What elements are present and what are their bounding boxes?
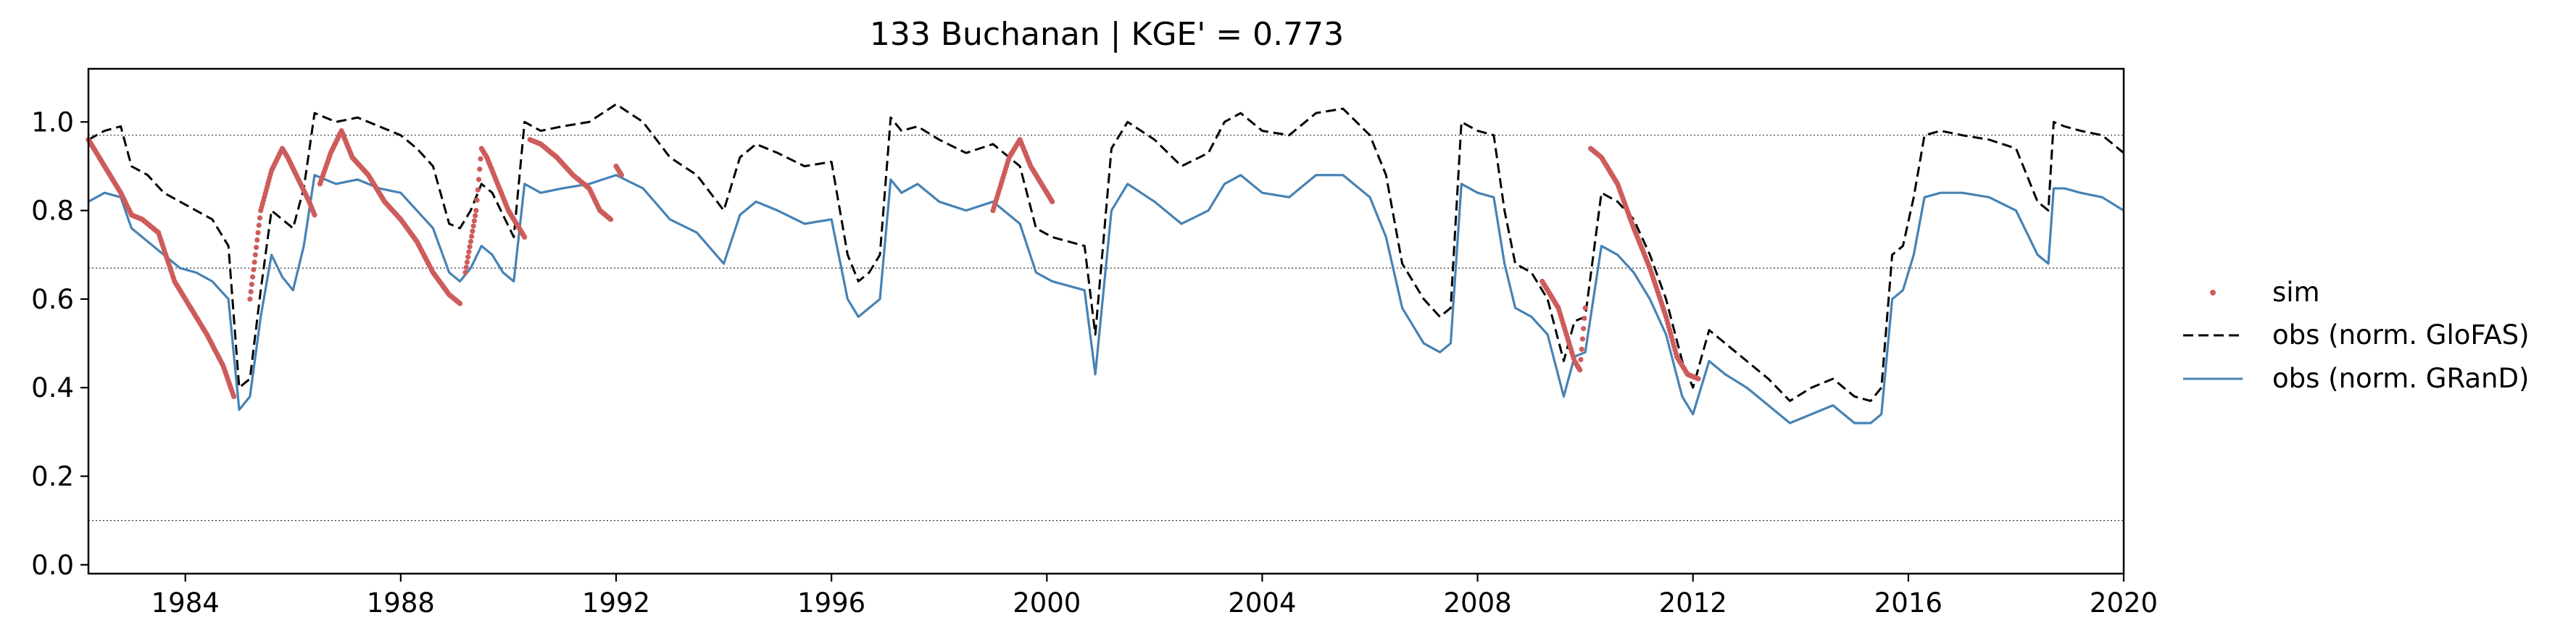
x-tick-label: 2020 (2090, 587, 2158, 619)
legend-marker-sim (2210, 290, 2216, 296)
y-axis: 0.0 0.2 0.4 0.6 0.8 1.0 (31, 106, 88, 581)
sim-point (468, 238, 474, 245)
x-axis: 1984 1988 1992 1996 2000 2004 2008 2012 2016 2020 (151, 574, 2158, 619)
sim-point (253, 244, 259, 251)
sim-point (251, 267, 257, 272)
sim-point (607, 217, 614, 222)
sim-point (471, 218, 477, 224)
series-points-sim (86, 127, 1701, 400)
x-tick-label: 2016 (1874, 587, 1943, 619)
x-tick-label: 2012 (1659, 587, 1727, 619)
sim-point (457, 301, 463, 306)
series-layer (86, 103, 2124, 424)
y-tick-label: 0.2 (31, 461, 74, 492)
sim-point (1695, 376, 1701, 382)
sim-point (1579, 346, 1584, 352)
y-tick-label: 0.0 (31, 550, 74, 581)
sim-point (475, 177, 482, 183)
sim-point (469, 233, 475, 239)
sim-point (462, 269, 468, 275)
sim-point (618, 172, 625, 178)
sim-point (465, 254, 471, 260)
sim-point (230, 393, 237, 400)
sim-point (1581, 326, 1587, 332)
sim-point (1579, 336, 1586, 342)
y-tick-label: 0.8 (31, 196, 74, 227)
sim-point (312, 212, 317, 218)
x-tick-label: 2004 (1228, 587, 1296, 619)
sim-point (256, 222, 262, 228)
sim-point (478, 156, 483, 162)
sim-point (470, 228, 475, 234)
plot-frame (87, 67, 2125, 575)
sim-point (522, 234, 528, 240)
sim-point (249, 281, 254, 288)
sim-point (1582, 305, 1588, 311)
sim-point (477, 166, 483, 172)
reference-lines (88, 135, 2124, 521)
x-tick-label: 2008 (1443, 587, 1511, 619)
legend: sim obs (norm. GloFAS) obs (norm. GRanD) (2183, 277, 2530, 394)
sim-point (475, 187, 481, 193)
sim-point (1577, 367, 1583, 373)
sim-point (1578, 356, 1584, 363)
y-tick-label: 0.6 (31, 284, 74, 315)
x-tick-label: 2000 (1013, 587, 1081, 619)
sim-point (466, 249, 472, 255)
legend-label-glofas: obs (norm. GloFAS) (2272, 319, 2530, 351)
series-line-glofas (88, 103, 2124, 403)
sim-point (474, 197, 480, 203)
sim-point (249, 274, 256, 280)
sim-point (255, 230, 261, 235)
sim-point (248, 289, 254, 295)
chart-title: 133 Buchanan | KGE' = 0.773 (870, 16, 1344, 53)
sim-point (1582, 315, 1587, 322)
sim-point (1050, 198, 1055, 205)
legend-label-sim: sim (2272, 277, 2320, 308)
sim-point (252, 259, 257, 265)
legend-label-grand: obs (norm. GRanD) (2272, 363, 2529, 394)
sim-point (254, 237, 260, 243)
x-tick-label: 1988 (367, 587, 435, 619)
x-tick-label: 1984 (151, 587, 220, 619)
sim-point (257, 215, 263, 221)
sim-point (473, 208, 479, 214)
sim-point (252, 252, 258, 258)
sim-point (470, 223, 476, 229)
sim-point (247, 296, 253, 302)
sim-point (464, 259, 470, 265)
x-tick-label: 1992 (582, 587, 650, 619)
x-tick-label: 1996 (797, 587, 865, 619)
y-tick-label: 0.4 (31, 372, 74, 403)
sim-point (467, 243, 473, 250)
sim-point (473, 213, 478, 219)
y-tick-label: 1.0 (31, 106, 74, 138)
sim-point (463, 264, 469, 270)
